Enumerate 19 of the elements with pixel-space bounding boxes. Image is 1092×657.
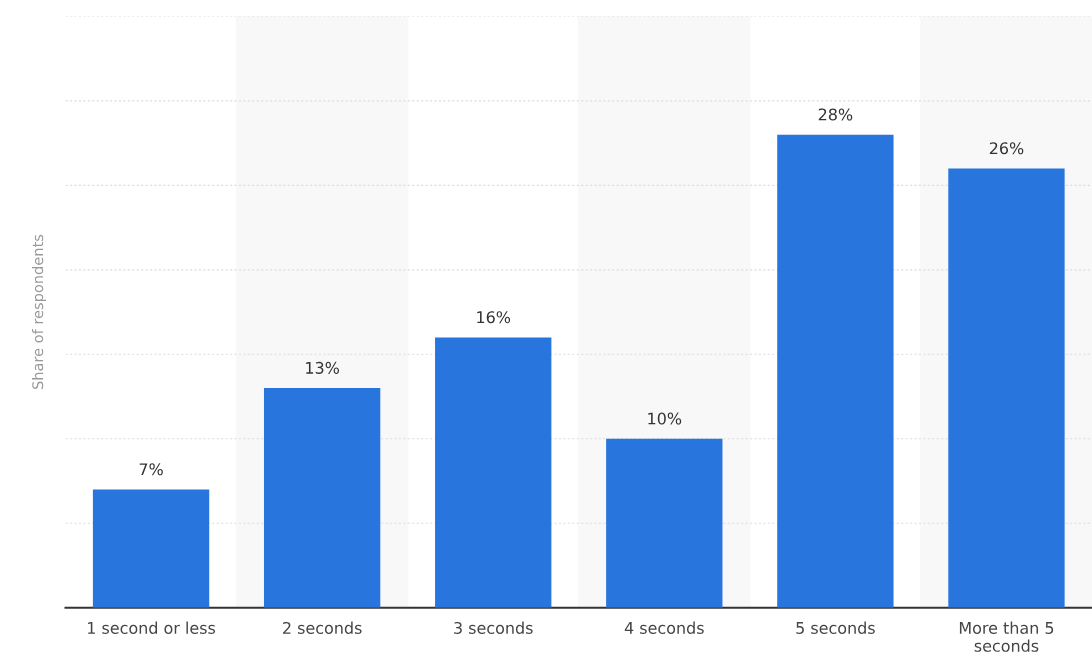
data-label: 7% [139, 463, 163, 476]
data-label: 16% [477, 311, 511, 324]
bar [606, 438, 723, 608]
bar [435, 337, 552, 608]
data-label: 10% [648, 412, 682, 425]
x-tick-label: 1 second or less [88, 621, 216, 634]
data-label: 13% [306, 361, 340, 374]
x-tick-label: 5 seconds [796, 621, 875, 634]
x-tick-label: 2 seconds [283, 621, 362, 634]
x-tick-label: 4 seconds [624, 621, 704, 634]
data-label: 26% [989, 142, 1024, 155]
bar [92, 489, 210, 608]
bar [948, 168, 1065, 608]
x-tick-label: 3 seconds [454, 621, 533, 634]
bar [777, 134, 894, 608]
y-axis-title: Share of respondents [31, 234, 47, 390]
x-tick-label: More than 5 seconds [959, 621, 1054, 652]
bar [263, 388, 381, 608]
data-label: 28% [818, 108, 853, 121]
